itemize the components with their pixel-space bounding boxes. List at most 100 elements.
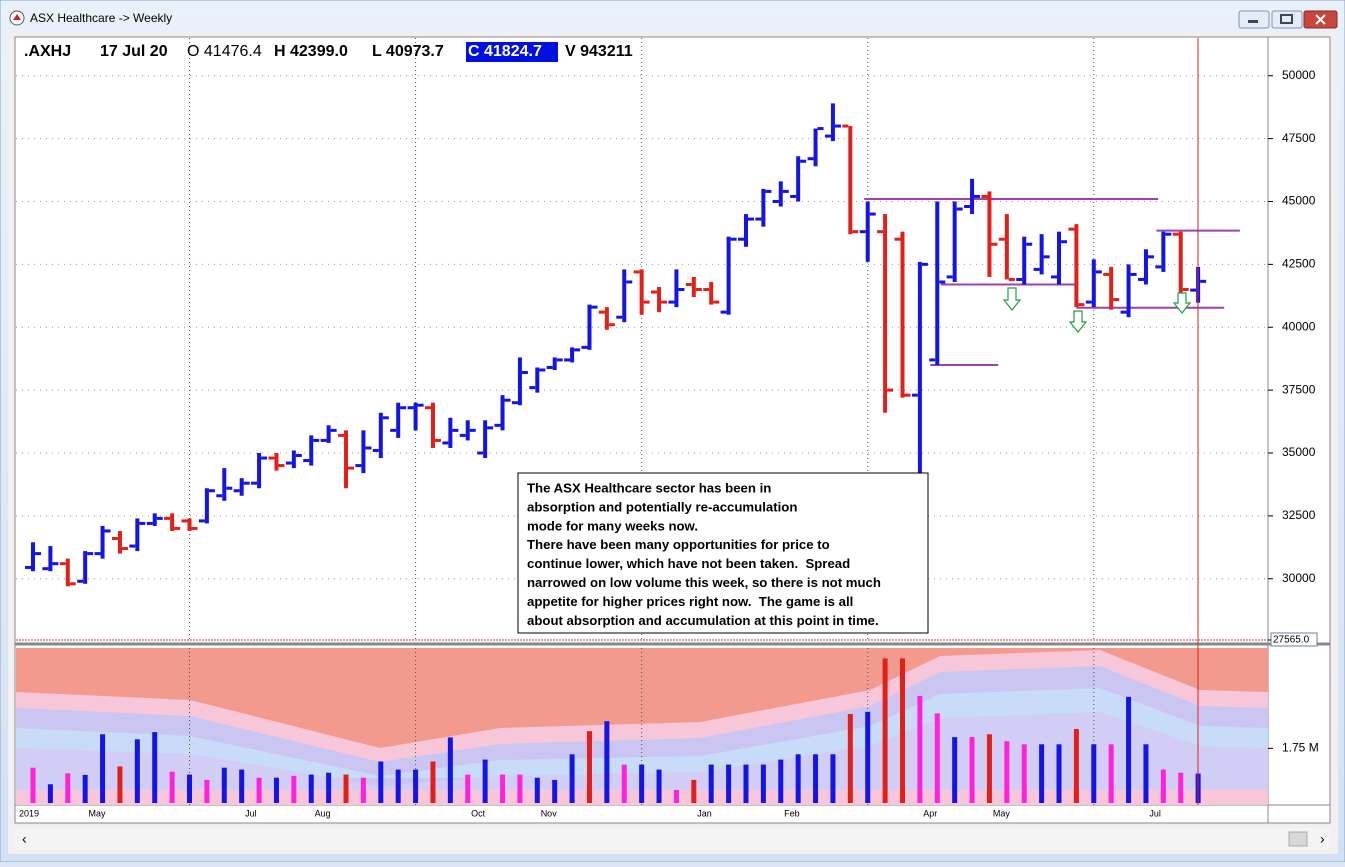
ohlc-range	[796, 156, 801, 202]
ohlc-close	[243, 481, 250, 485]
minimize-button[interactable]	[1238, 10, 1270, 29]
ohlc-range	[239, 478, 244, 496]
ohlc-open	[129, 544, 136, 548]
ohlc-close	[487, 426, 494, 430]
volume-bar	[656, 769, 662, 803]
ohlc-range	[900, 231, 905, 398]
ohlc-close	[226, 486, 233, 490]
ohlc-range	[865, 201, 870, 262]
volume-bar	[830, 754, 836, 803]
ohlc-open	[772, 199, 779, 203]
volume-bar	[1004, 741, 1010, 803]
ohlc-close	[626, 280, 633, 284]
volume-bar	[673, 789, 679, 803]
ohlc-close	[730, 237, 737, 241]
volume-bar	[691, 779, 697, 803]
ohlc-open	[424, 406, 431, 410]
ohlc-open	[720, 310, 727, 314]
volume-bar	[360, 777, 366, 803]
ohlc-open	[216, 494, 223, 498]
ohlc-range	[622, 269, 627, 323]
symbol: .AXHJ	[24, 43, 71, 60]
ohlc-close	[139, 521, 146, 525]
ohlc-open	[546, 365, 553, 369]
ohlc-close	[939, 280, 946, 284]
ohlc-range	[535, 367, 540, 393]
volume-bar	[1143, 744, 1149, 803]
scroll-track[interactable]	[15, 828, 1330, 850]
ohlc-close	[452, 428, 459, 432]
ohlc-open	[372, 448, 379, 452]
ohlc-range	[65, 558, 70, 587]
volume-bar	[30, 767, 36, 803]
scroll-thumb[interactable]	[1288, 831, 1308, 847]
volume-bar	[100, 734, 106, 803]
ohlc-open	[598, 310, 605, 314]
ohlc-range	[987, 191, 992, 277]
x-tick-label: Feb	[784, 808, 800, 818]
scroll-right[interactable]: ›	[1320, 831, 1325, 847]
ohlc-close	[591, 305, 598, 309]
ohlc-close	[1147, 255, 1154, 259]
ohlc-range	[48, 546, 53, 572]
annotation-line: There have been many opportunities for p…	[527, 537, 830, 552]
x-tick-label: Jul	[245, 808, 257, 818]
ohlc-close	[574, 348, 581, 352]
ohlc-range	[344, 430, 349, 489]
ohlc-close	[295, 454, 302, 458]
maximize-button[interactable]	[1271, 10, 1303, 29]
ohlc-range	[465, 420, 470, 441]
scrollbar[interactable]: ‹ ›	[15, 828, 1330, 850]
ohlc-range	[1057, 231, 1062, 285]
ohlc-close	[1200, 279, 1207, 283]
scroll-left[interactable]: ‹	[22, 831, 27, 847]
volume-bar	[500, 774, 506, 803]
volume-bar	[1073, 728, 1079, 803]
volume-bar	[969, 737, 975, 803]
ohlc-open	[268, 456, 275, 460]
x-tick-label: Oct	[471, 808, 486, 818]
arrows	[1002, 287, 1192, 333]
ohlc-close	[974, 194, 981, 198]
ohlc-close	[695, 288, 702, 292]
x-tick-label: Jan	[697, 808, 712, 818]
ohlc-range	[691, 276, 696, 298]
ohlc-range	[883, 214, 888, 413]
volume-bar	[534, 777, 540, 803]
ohlc-range	[1074, 224, 1079, 308]
ohlc-close	[417, 403, 424, 407]
volume-bar	[1160, 769, 1166, 803]
volume-bar	[447, 737, 453, 803]
minimize-icon	[1248, 20, 1258, 23]
ohlc-open	[181, 519, 188, 523]
ohlc-close	[1182, 288, 1189, 292]
volume-bar	[1091, 744, 1097, 803]
ohlc-open	[633, 270, 640, 274]
ohlc-close	[1078, 303, 1085, 307]
ohlc-range	[309, 435, 314, 466]
volume-bar	[760, 764, 766, 803]
ohlc-open	[564, 358, 571, 362]
annotation-box	[517, 472, 929, 634]
x-tick-label: May	[89, 808, 107, 818]
annotation-line: about absorption and accumulation at thi…	[527, 613, 879, 628]
ohlc-range	[274, 452, 279, 471]
ohlc-open	[320, 438, 327, 442]
ohlc-open	[459, 433, 466, 437]
ohlc-open	[1155, 265, 1162, 269]
ohlc-close	[313, 438, 320, 442]
ohlc-close	[678, 288, 685, 292]
ohlc-close	[521, 371, 528, 375]
ohlc-range	[1039, 234, 1044, 275]
ohlc-range	[743, 214, 748, 247]
x-tick-label: Jul	[1149, 808, 1161, 818]
volume-bar	[1039, 744, 1045, 803]
window-buttons[interactable]	[1238, 10, 1338, 29]
ohlc-close	[365, 446, 372, 450]
volume-bar	[900, 658, 905, 803]
volume-bar	[413, 769, 419, 803]
ohlc-range	[326, 425, 331, 443]
ohlc-range	[378, 412, 383, 459]
ohlc-close	[469, 428, 476, 432]
